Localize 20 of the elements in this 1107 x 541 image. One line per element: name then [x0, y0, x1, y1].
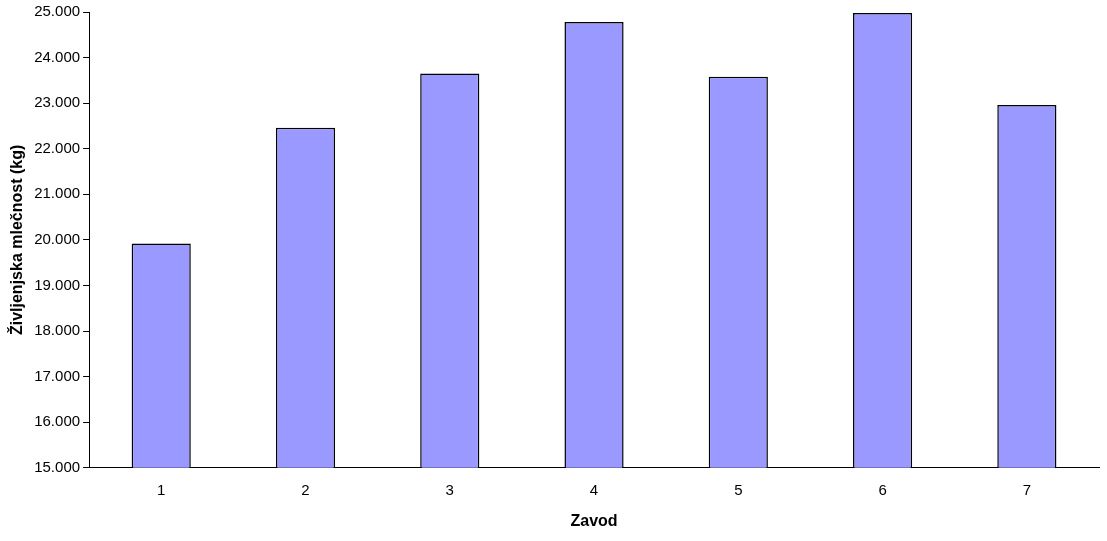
y-tick-label: 24.000 — [34, 47, 81, 65]
y-tick-label: 16.000 — [34, 412, 81, 430]
y-tick-label: 22.000 — [34, 138, 81, 156]
x-tick-label: 3 — [445, 480, 454, 498]
y-tick-label: 18.000 — [34, 321, 81, 339]
y-tick-label: 23.000 — [34, 93, 81, 111]
y-axis-title: Življenjska mlečnost (kg) — [7, 144, 26, 336]
x-tick-label: 2 — [301, 480, 310, 498]
x-tick-label: 1 — [157, 480, 166, 498]
y-tick-label: 21.000 — [34, 184, 81, 202]
y-tick-label: 25.000 — [34, 2, 81, 20]
y-tick-label: 17.000 — [34, 366, 81, 384]
x-tick-label: 5 — [734, 480, 743, 498]
x-tick-label: 4 — [589, 480, 599, 498]
x-axis-title: Zavod — [570, 511, 618, 529]
x-tick-label: 7 — [1022, 480, 1032, 498]
y-tick-label: 19.000 — [34, 275, 81, 293]
x-tick-label: 6 — [878, 480, 887, 498]
y-tick-label: 15.000 — [34, 457, 81, 475]
y-tick-label: 20.000 — [34, 230, 81, 248]
